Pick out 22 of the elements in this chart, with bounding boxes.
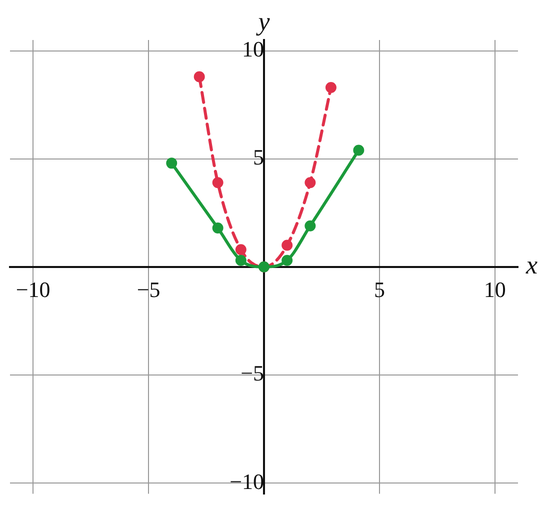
x-tick-label: 10 [484, 276, 506, 302]
y-tick-label: 10 [242, 36, 264, 62]
x-tick-label: −5 [136, 276, 160, 302]
point [166, 158, 178, 169]
x-tick-label: −10 [16, 276, 50, 302]
y-tick-label: −5 [240, 360, 264, 386]
point [282, 254, 293, 266]
point [282, 240, 293, 251]
y-tick-label: −10 [230, 468, 264, 494]
x-axis-title: x [525, 250, 538, 280]
point [212, 177, 224, 188]
point [194, 71, 205, 82]
point [353, 144, 364, 156]
x-tick-label: 5 [374, 276, 385, 302]
point [235, 244, 246, 256]
point [304, 220, 316, 232]
y-tick-label: 5 [253, 144, 264, 170]
point [325, 82, 336, 94]
y-axis-title: y [255, 6, 270, 36]
point [212, 222, 224, 234]
point [304, 177, 316, 188]
point [235, 254, 246, 266]
